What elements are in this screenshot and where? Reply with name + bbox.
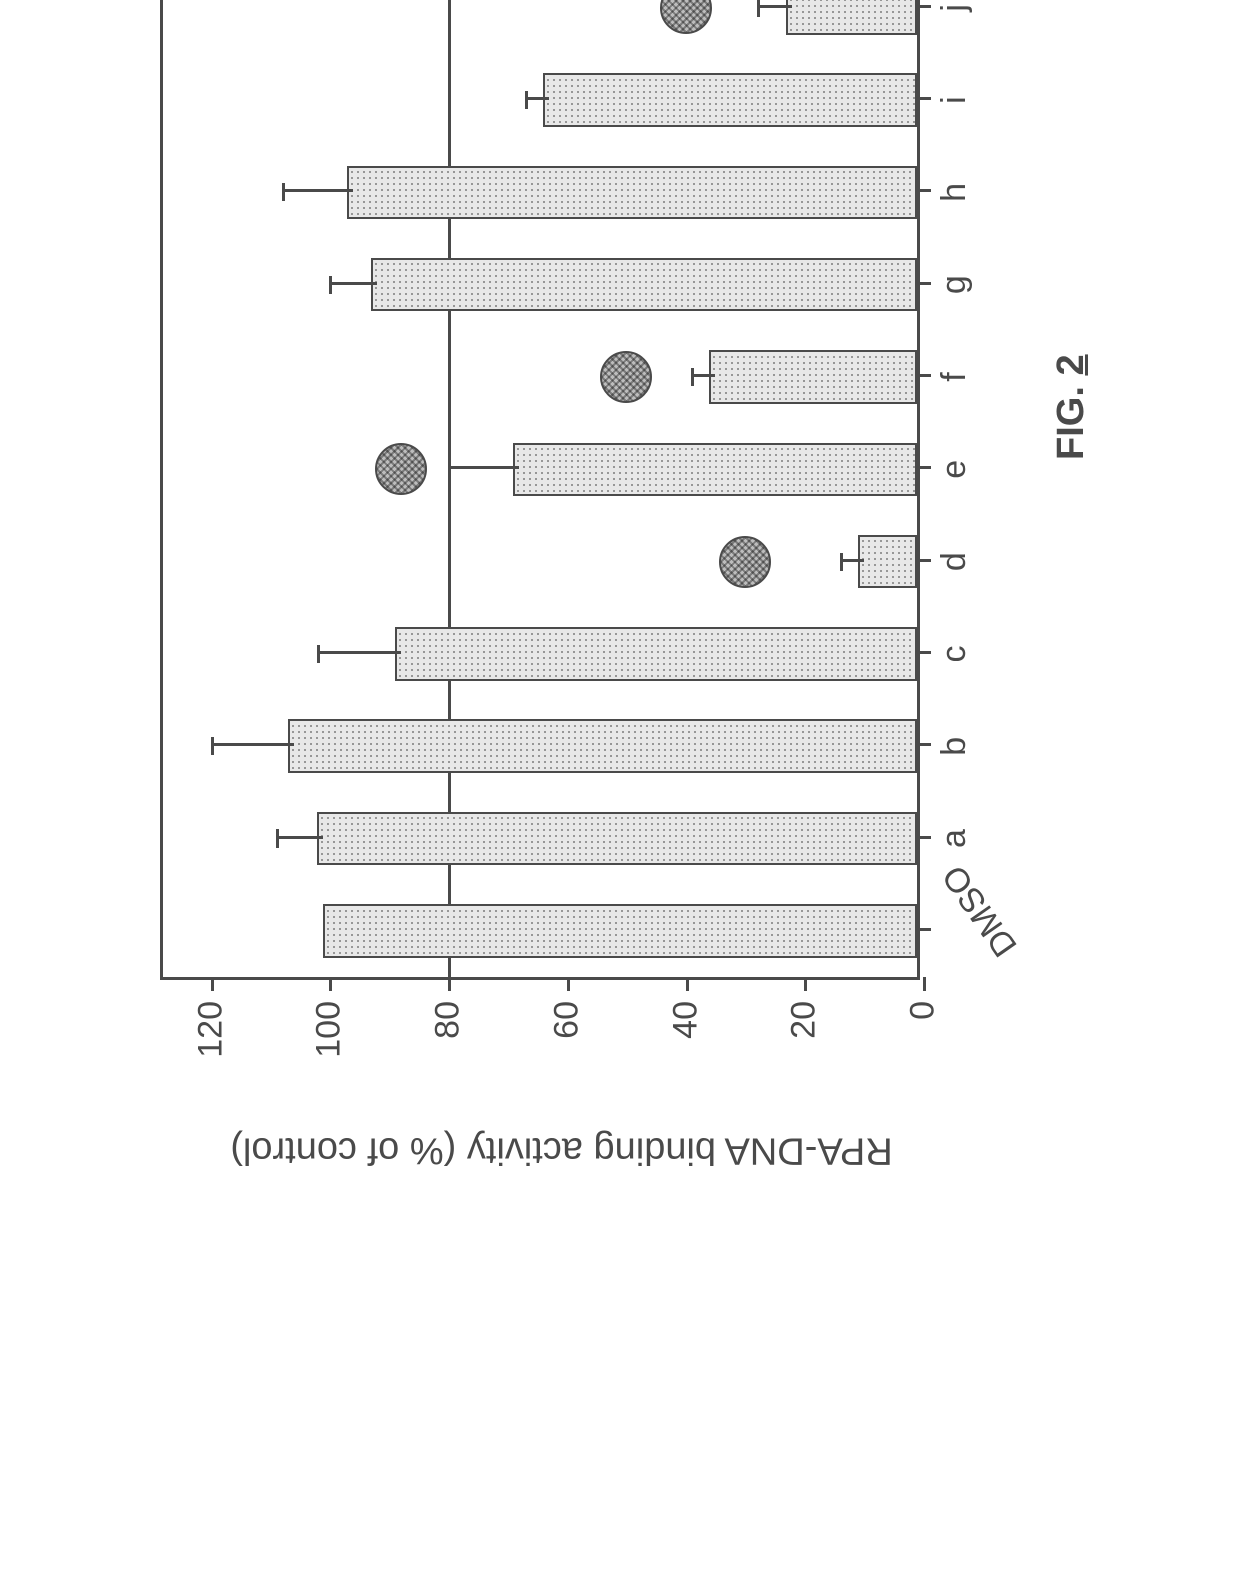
marker-circle: [600, 351, 652, 403]
caption-number: 2: [1050, 354, 1092, 375]
x-tick-label: e: [935, 460, 974, 479]
error-cap: [757, 0, 760, 17]
x-tick: [917, 5, 931, 8]
x-tick-label: h: [935, 183, 974, 202]
x-tick-label: DMSO: [935, 857, 1025, 963]
error-bar: [276, 836, 324, 839]
y-tick-label: 100: [310, 1001, 349, 1058]
error-cap: [525, 91, 528, 109]
error-bar: [317, 651, 400, 654]
page: 020406080100120DMSOabcdefghijkl RPA-DNA …: [0, 0, 1240, 1240]
x-tick: [917, 836, 931, 839]
bar: [288, 719, 917, 773]
error-bar: [691, 374, 715, 377]
error-bar: [282, 189, 353, 192]
error-cap: [329, 276, 332, 294]
error-bar: [840, 559, 864, 562]
error-cap: [840, 553, 843, 571]
y-tick: [923, 977, 926, 991]
x-tick: [917, 466, 931, 469]
figure-caption: FIG. 2: [1050, 354, 1093, 460]
marker-circle: [375, 443, 427, 495]
y-tick: [448, 977, 451, 991]
x-tick-label: b: [935, 737, 974, 756]
x-tick: [917, 743, 931, 746]
error-cap: [211, 737, 214, 755]
y-tick-label: 120: [191, 1001, 230, 1058]
bar: [709, 350, 917, 404]
x-tick-label: j: [935, 4, 974, 12]
bar: [543, 73, 917, 127]
x-tick: [917, 189, 931, 192]
bar: [858, 535, 917, 589]
marker-circle: [719, 536, 771, 588]
caption-prefix: FIG.: [1050, 376, 1092, 460]
bar: [317, 812, 917, 866]
error-cap: [282, 183, 285, 201]
error-bar: [525, 97, 549, 100]
y-tick-label: 60: [547, 1001, 586, 1039]
x-tick-label: c: [935, 645, 974, 662]
y-axis-label: RPA-DNA binding activity (% of control): [182, 1129, 942, 1172]
chart-canvas: 020406080100120DMSOabcdefghijkl RPA-DNA …: [0, 0, 1240, 1240]
x-tick-label: a: [935, 829, 974, 848]
error-bar: [448, 466, 519, 469]
error-cap: [691, 368, 694, 386]
error-bar: [757, 5, 793, 8]
bar: [371, 258, 917, 312]
y-tick: [567, 977, 570, 991]
bar: [323, 904, 917, 958]
y-tick: [804, 977, 807, 991]
error-cap: [448, 460, 451, 478]
x-tick-label: g: [935, 275, 974, 294]
x-tick: [917, 651, 931, 654]
bar: [347, 166, 917, 220]
error-bar: [329, 282, 377, 285]
bar: [786, 0, 917, 35]
y-tick-label: 20: [785, 1001, 824, 1039]
x-tick-label: f: [935, 372, 974, 381]
x-tick-label: d: [935, 552, 974, 571]
y-tick-label: 80: [429, 1001, 468, 1039]
x-tick: [917, 97, 931, 100]
y-tick-label: 40: [666, 1001, 705, 1039]
y-tick: [329, 977, 332, 991]
marker-circle: [660, 0, 712, 34]
error-cap: [317, 645, 320, 663]
plot-area: 020406080100120DMSOabcdefghijkl: [160, 0, 920, 980]
error-cap: [276, 829, 279, 847]
error-bar: [211, 743, 294, 746]
y-tick: [211, 977, 214, 991]
bar: [395, 627, 918, 681]
x-tick: [917, 928, 931, 931]
x-tick-label: i: [935, 96, 974, 104]
x-tick: [917, 374, 931, 377]
x-tick: [917, 559, 931, 562]
bar: [513, 443, 917, 497]
y-tick: [686, 977, 689, 991]
y-tick-label: 0: [904, 1001, 943, 1020]
x-tick: [917, 282, 931, 285]
